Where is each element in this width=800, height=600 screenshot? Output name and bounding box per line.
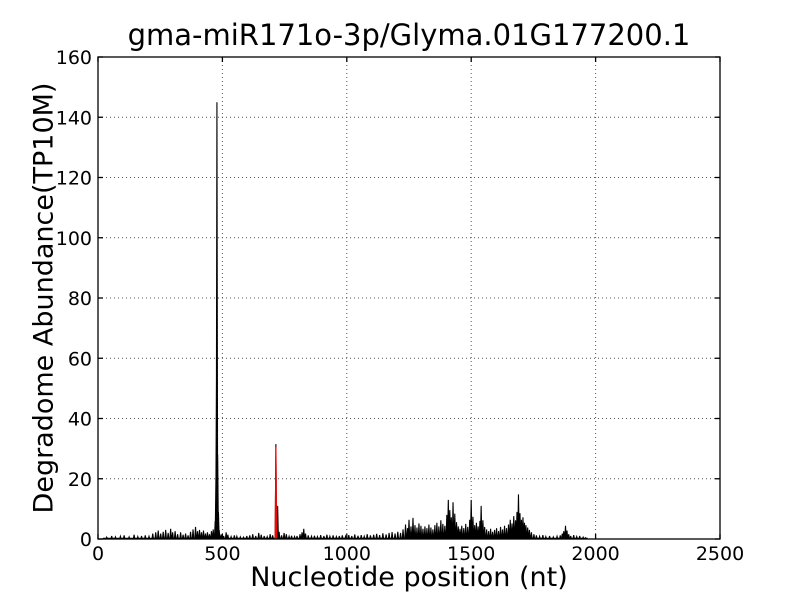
series-mirna-cleavage-site [274, 447, 278, 540]
x-tick-label: 1000 [323, 543, 371, 565]
x-axis-label: Nucleotide position (nt) [250, 562, 568, 593]
y-tick-label: 80 [68, 288, 92, 310]
chart-title: gma-miR171o-3p/Glyma.01G177200.1 [127, 18, 691, 52]
x-tick-label: 1500 [447, 543, 495, 565]
x-tick-label: 2000 [571, 543, 619, 565]
x-tick-label: 2500 [696, 543, 744, 565]
x-tick-label: 0 [92, 543, 104, 565]
y-tick-label: 20 [68, 469, 92, 491]
y-tick-label: 120 [56, 168, 92, 190]
y-tick-label: 0 [80, 529, 92, 551]
y-tick-label: 160 [56, 47, 92, 69]
series-degradome-abundance [105, 102, 588, 540]
y-tick-label: 60 [68, 348, 92, 370]
y-tick-label: 40 [68, 409, 92, 431]
y-tick-label: 100 [56, 228, 92, 250]
x-tick-label: 500 [204, 543, 240, 565]
y-tick-label: 140 [56, 107, 92, 129]
